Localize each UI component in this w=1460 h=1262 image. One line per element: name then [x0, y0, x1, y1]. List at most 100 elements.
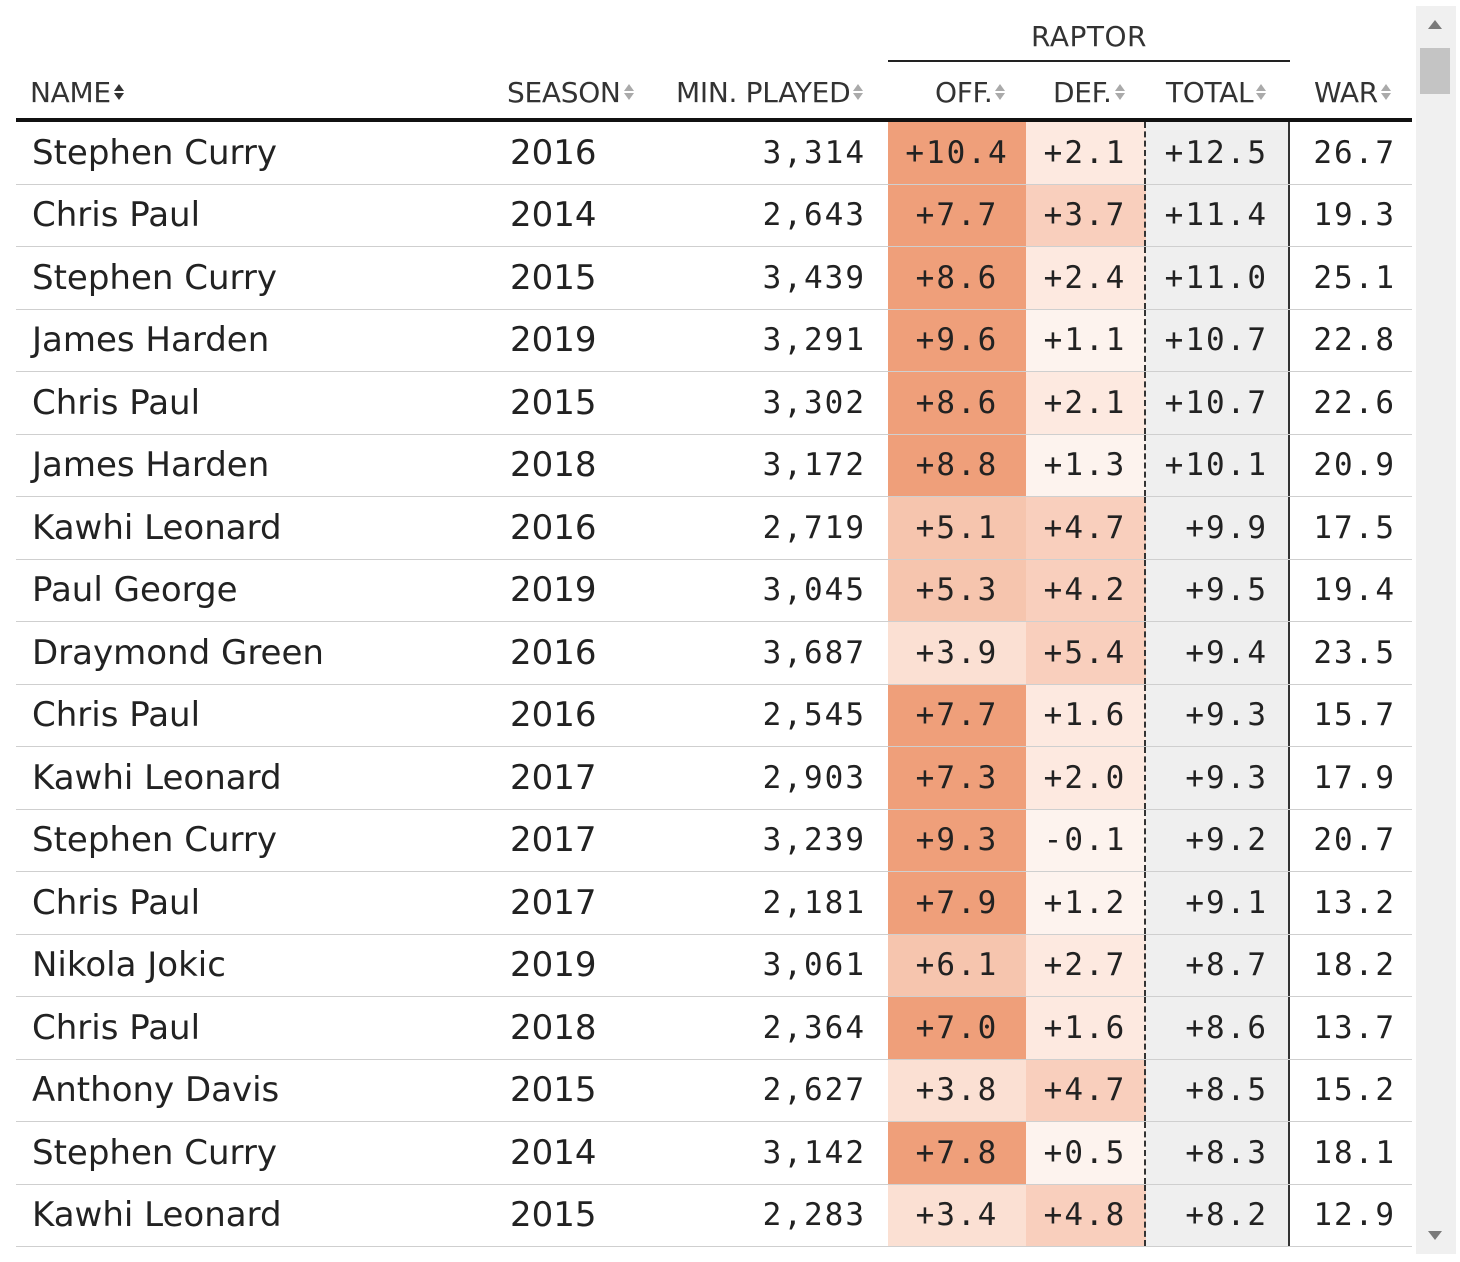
cell-season: 2015 — [510, 1195, 597, 1236]
cell-season: 2015 — [510, 382, 597, 423]
cell-off: +8.6 — [888, 247, 1026, 309]
cell-off: +7.7 — [888, 184, 1026, 246]
cell-war: 18.1 — [1313, 1134, 1396, 1171]
cell-off: +7.3 — [888, 747, 1026, 809]
cell-total: +9.1 — [1146, 872, 1290, 934]
cell-total: +8.6 — [1146, 997, 1290, 1059]
cell-min: 3,045 — [762, 572, 866, 609]
cell-min: 3,291 — [762, 322, 866, 359]
cell-min: 3,314 — [762, 134, 866, 171]
cell-def: +2.7 — [1026, 934, 1146, 996]
table-row: Chris Paul 2016 2,545 +7.7 +1.6 +9.3 15.7 — [16, 684, 1412, 747]
sort-icon — [113, 84, 126, 100]
vertical-scrollbar[interactable] — [1416, 6, 1456, 1254]
table-row: Chris Paul 2015 3,302 +8.6 +2.1 +10.7 22.6 — [16, 372, 1412, 435]
sort-icon — [1256, 84, 1268, 100]
cell-name: Chris Paul — [32, 195, 201, 236]
cell-season: 2014 — [510, 1132, 597, 1173]
table-row: Nikola Jokic 2019 3,061 +6.1 +2.7 +8.7 18.2 — [16, 934, 1412, 997]
cell-name: Chris Paul — [32, 882, 201, 923]
cell-total: +8.5 — [1146, 1059, 1290, 1121]
column-header-total-label: TOTAL — [1166, 76, 1254, 109]
cell-off: +7.7 — [888, 684, 1026, 746]
raptor-group-divider — [888, 60, 1290, 62]
cell-season: 2014 — [510, 195, 597, 236]
cell-off: +7.9 — [888, 872, 1026, 934]
table-row: James Harden 2018 3,172 +8.8 +1.3 +10.1 20.9 — [16, 434, 1412, 497]
column-header-def[interactable]: DEF. — [1053, 76, 1127, 109]
cell-name: Kawhi Leonard — [32, 507, 282, 548]
cell-season: 2016 — [510, 632, 597, 673]
cell-min: 3,061 — [762, 947, 866, 984]
raptor-group-label: RAPTOR — [1031, 20, 1147, 53]
cell-total: +8.3 — [1146, 1122, 1290, 1184]
column-header-min-played[interactable]: MIN. PLAYED — [676, 76, 865, 109]
scroll-down-arrow-icon[interactable] — [1428, 1231, 1442, 1240]
cell-def: +2.4 — [1026, 247, 1146, 309]
cell-name: Chris Paul — [32, 1007, 201, 1048]
cell-war: 17.9 — [1313, 759, 1396, 796]
cell-season: 2016 — [510, 695, 597, 736]
table-row: Kawhi Leonard 2017 2,903 +7.3 +2.0 +9.3 17.9 — [16, 747, 1412, 810]
cell-war: 12.9 — [1313, 1197, 1396, 1234]
cell-min: 2,627 — [762, 1072, 866, 1109]
cell-def: +1.2 — [1026, 872, 1146, 934]
cell-def: +2.1 — [1026, 122, 1146, 184]
column-header-min-played-label: MIN. PLAYED — [676, 76, 851, 109]
cell-season: 2017 — [510, 820, 597, 861]
cell-off: +8.6 — [888, 372, 1026, 434]
table-row: Anthony Davis 2015 2,627 +3.8 +4.7 +8.5 15.2 — [16, 1059, 1412, 1122]
cell-min: 2,719 — [762, 509, 866, 546]
cell-season: 2019 — [510, 945, 597, 986]
cell-off: +5.1 — [888, 497, 1026, 559]
cell-off: +3.8 — [888, 1059, 1026, 1121]
cell-def: +2.1 — [1026, 372, 1146, 434]
cell-season: 2016 — [510, 132, 597, 173]
cell-min: 2,643 — [762, 197, 866, 234]
cell-name: Chris Paul — [32, 382, 201, 423]
column-header-name-label: NAME — [30, 76, 111, 109]
cell-war: 15.7 — [1313, 697, 1396, 734]
cell-war: 19.4 — [1313, 572, 1396, 609]
table-header: NAME SEASON MIN. PLAYED OFF. DEF. TOTAL … — [16, 62, 1412, 122]
cell-def: +2.0 — [1026, 747, 1146, 809]
cell-min: 2,181 — [762, 884, 866, 921]
cell-off: +6.1 — [888, 934, 1026, 996]
cell-def: +1.6 — [1026, 997, 1146, 1059]
sort-icon — [1380, 84, 1393, 100]
column-header-off[interactable]: OFF. — [935, 76, 1007, 109]
cell-total: +10.7 — [1146, 372, 1290, 434]
cell-off: +9.6 — [888, 309, 1026, 371]
cell-min: 3,142 — [762, 1134, 866, 1171]
cell-total: +12.5 — [1146, 122, 1290, 184]
column-header-name[interactable]: NAME — [30, 76, 126, 109]
cell-def: +1.3 — [1026, 434, 1146, 496]
cell-total: +9.3 — [1146, 747, 1290, 809]
cell-war: 22.6 — [1313, 384, 1396, 421]
cell-total: +9.2 — [1146, 809, 1290, 871]
cell-war: 13.2 — [1313, 884, 1396, 921]
cell-season: 2018 — [510, 1007, 597, 1048]
cell-off: +5.3 — [888, 559, 1026, 621]
raptor-table: RAPTOR NAME SEASON MIN. PLAYED OFF. DEF.… — [16, 0, 1412, 1262]
cell-off: +3.9 — [888, 622, 1026, 684]
cell-season: 2015 — [510, 1070, 597, 1111]
cell-total: +8.7 — [1146, 934, 1290, 996]
cell-total: +9.5 — [1146, 559, 1290, 621]
column-header-war[interactable]: WAR — [1314, 76, 1393, 109]
cell-season: 2017 — [510, 757, 597, 798]
cell-min: 3,687 — [762, 634, 866, 671]
column-header-season[interactable]: SEASON — [507, 76, 636, 109]
cell-season: 2015 — [510, 257, 597, 298]
scroll-up-arrow-icon[interactable] — [1428, 20, 1442, 29]
cell-total: +10.1 — [1146, 434, 1290, 496]
sort-icon — [1114, 84, 1127, 100]
cell-war: 15.2 — [1313, 1072, 1396, 1109]
scroll-thumb[interactable] — [1420, 48, 1450, 94]
cell-war: 17.5 — [1313, 509, 1396, 546]
column-header-war-label: WAR — [1314, 76, 1378, 109]
cell-off: +7.8 — [888, 1122, 1026, 1184]
cell-war: 26.7 — [1313, 134, 1396, 171]
column-header-total[interactable]: TOTAL — [1166, 76, 1268, 109]
cell-war: 13.7 — [1313, 1009, 1396, 1046]
